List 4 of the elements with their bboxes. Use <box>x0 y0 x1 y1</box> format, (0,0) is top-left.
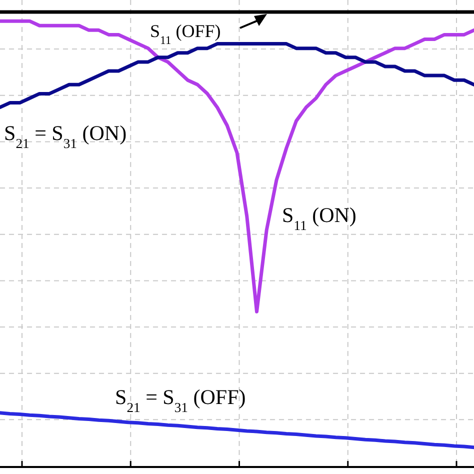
series-label: S$_{21}$ = S$_{31}$ (OFF) <box>115 385 246 414</box>
legend-label: S$_{11}$ (OFF) <box>150 21 221 46</box>
series-label: S$_{11}$ (ON) <box>282 203 356 232</box>
series-label: S$_{21}$ = S$_{31}$ (ON) <box>4 121 127 150</box>
